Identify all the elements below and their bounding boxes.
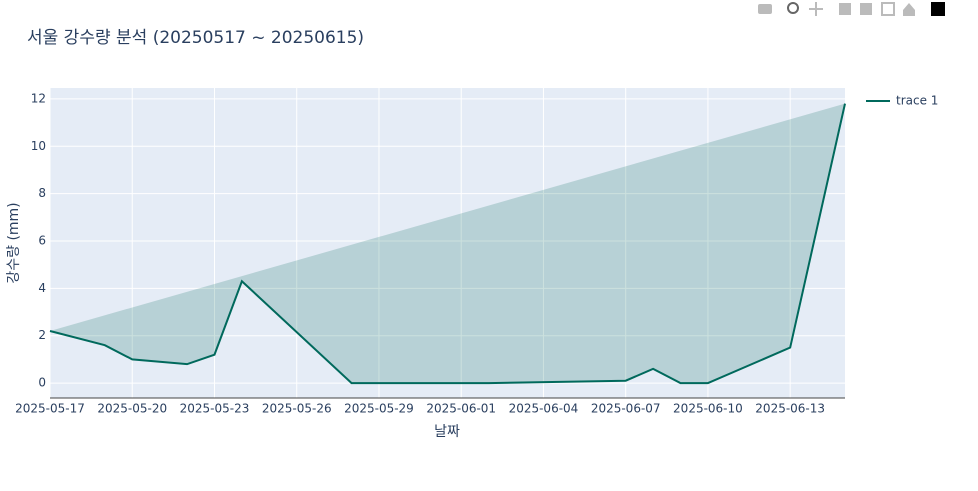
y-tick-label: 0 (38, 376, 46, 390)
x-tick-label: 2025-05-20 (97, 402, 167, 416)
x-tick-label: 2025-05-26 (262, 402, 332, 416)
area-fill (50, 103, 845, 384)
y-tick-label: 6 (38, 233, 46, 247)
autoscale-button[interactable] (881, 2, 895, 16)
zoom-out-button[interactable] (860, 3, 872, 15)
zoom-in-button[interactable] (839, 3, 851, 15)
x-tick-label: 2025-06-07 (591, 402, 661, 416)
pan-button[interactable] (809, 2, 823, 16)
chart-title: 서울 강수량 분석 (20250517 ~ 20250615) (27, 28, 364, 48)
reset-button[interactable] (903, 3, 915, 16)
x-tick-label: 2025-06-01 (426, 402, 496, 416)
toolbar (758, 2, 945, 16)
y-tick-label: 8 (38, 186, 46, 200)
legend-label: trace 1 (896, 94, 938, 108)
line (49, 103, 846, 385)
camera-button[interactable] (758, 4, 772, 14)
x-tick-label: 2025-06-13 (755, 402, 825, 416)
zoom-button[interactable] (787, 2, 799, 14)
y-tick-label: 10 (31, 139, 46, 153)
x-tick-label: 2025-05-23 (180, 402, 250, 416)
x-tick-label: 2025-06-04 (509, 402, 579, 416)
plotly-logo[interactable] (931, 2, 945, 16)
x-tick-label: 2025-06-10 (673, 402, 743, 416)
y-tick-label: 4 (38, 281, 46, 295)
x-tick-label: 2025-05-29 (344, 402, 414, 416)
y-tick-label: 2 (38, 328, 46, 342)
y-axis-label: 강수량 (mm) (6, 202, 22, 283)
x-tick-label: 2025-05-17 (15, 402, 85, 416)
plot-area (50, 88, 845, 398)
x-axis-label: 날짜 (434, 424, 460, 440)
y-tick-label: 12 (31, 91, 46, 105)
